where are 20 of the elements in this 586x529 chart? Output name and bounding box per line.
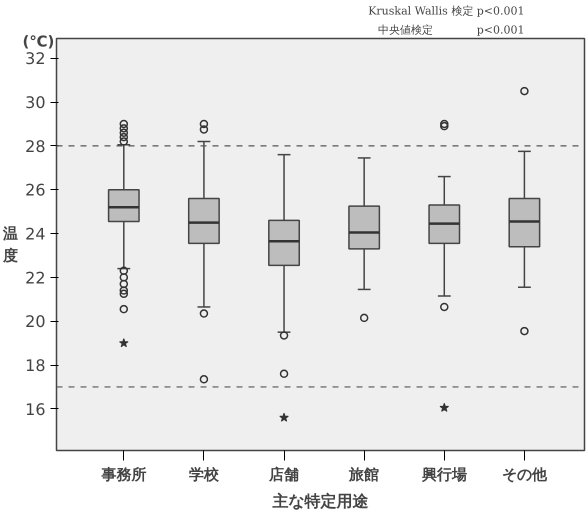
text: 中央値検定 p<0.001 [378,24,524,36]
y-tick-label: 18 [25,356,46,376]
y-tick-label: 22 [25,268,46,288]
x-tick-label: 事務所 [100,466,146,484]
x-tick-label: 旅館 [348,466,380,484]
y-tick-label: 28 [25,136,46,156]
x-tick-label: 店舗 [268,466,300,484]
y-tick-label: 16 [25,400,46,419]
y-tick-label: 26 [25,180,46,200]
x-axis-title: 主な特定用途 [272,492,368,510]
y-tick-label: 24 [25,224,46,244]
x-tick-label: 学校 [188,466,220,484]
y-tick-label: 32 [25,49,46,68]
x-tick-label: 興行場 [420,466,467,484]
y-tick-label: 30 [25,93,46,112]
text: (℃) [22,32,54,50]
text: Kruskal Wallis 検定 p<0.001 [368,4,525,18]
x-tick-label: その他 [502,466,548,484]
y-axis-title: 温度 [2,224,18,264]
y-tick-label: 20 [25,312,46,332]
